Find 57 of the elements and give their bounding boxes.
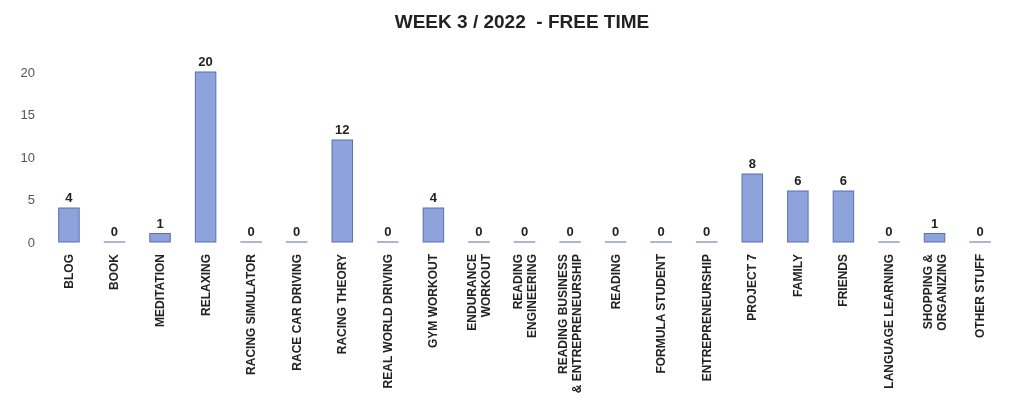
y-tick-label: 0 — [27, 234, 35, 250]
data-label: 6 — [839, 173, 848, 188]
x-tick-label: GYM WORKOUT — [426, 253, 441, 348]
x-tick-label: RACING SIMULATOR — [244, 253, 259, 375]
bar — [741, 173, 764, 243]
x-tick-label: READING — [608, 254, 623, 310]
data-label: 0 — [110, 224, 119, 239]
data-label: 0 — [703, 224, 711, 239]
y-tick-label: 10 — [20, 149, 35, 165]
data-label: 6 — [794, 173, 802, 188]
data-label: 0 — [384, 224, 392, 239]
bar — [832, 190, 855, 243]
data-label: 0 — [657, 224, 665, 239]
data-label: 0 — [520, 224, 529, 239]
x-tick-label: SHOPPING & ORGANIZING — [920, 253, 949, 331]
x-tick-label: READING BUSINESS & ENTREPRENEURSHIP — [556, 254, 585, 394]
data-label: 1 — [156, 215, 164, 231]
chart-title: WEEK 3 / 2022 - FREE TIME — [394, 11, 650, 32]
x-tick-label: READING ENGINEERING — [510, 254, 539, 339]
x-tick-label: RELAXING — [198, 254, 213, 317]
y-tick-label: 20 — [20, 64, 35, 80]
data-label: 20 — [198, 54, 213, 69]
bar — [149, 233, 171, 243]
bar — [923, 233, 946, 243]
data-label: 12 — [335, 122, 350, 137]
x-tick-label: BOOK — [107, 253, 122, 290]
data-label: 0 — [475, 224, 483, 239]
data-label: 0 — [293, 224, 301, 239]
data-label: 0 — [612, 224, 620, 239]
data-label: 0 — [885, 224, 893, 239]
bar — [787, 190, 809, 243]
bar — [194, 71, 217, 243]
x-tick-label: RACE CAR DRIVING — [289, 254, 304, 371]
y-tick-label: 15 — [20, 107, 35, 123]
data-label: 4 — [65, 190, 74, 205]
x-tick-label: MEDITATION — [153, 254, 168, 327]
data-label: 0 — [976, 224, 984, 239]
x-tick-label: FRIENDS — [836, 254, 851, 307]
data-label: 0 — [566, 224, 574, 239]
x-tick-label: FAMILY — [790, 254, 805, 297]
y-tick-label: 5 — [27, 192, 35, 208]
data-label: 8 — [748, 156, 756, 171]
data-label: 4 — [429, 190, 438, 205]
x-tick-label: ENDURANCE WORKOUT — [464, 253, 493, 331]
data-label: 1 — [930, 215, 939, 231]
x-tick-label: LANGUAGE LEARNING — [881, 254, 896, 389]
x-tick-label: ENTREPRENEURSHIP — [699, 254, 714, 382]
bar — [331, 139, 354, 243]
x-tick-label: BLOG — [61, 254, 76, 289]
data-label: 0 — [247, 224, 255, 239]
bar — [58, 207, 80, 243]
bar — [422, 207, 445, 243]
x-tick-label: FORMULA STUDENT — [654, 253, 669, 374]
x-tick-label: PROJECT 7 — [745, 253, 760, 321]
x-tick-label: REAL WORLD DRIVING — [380, 254, 395, 389]
x-tick-label: OTHER STUFF — [973, 254, 988, 338]
x-tick-label: RACING THEORY — [335, 254, 350, 355]
